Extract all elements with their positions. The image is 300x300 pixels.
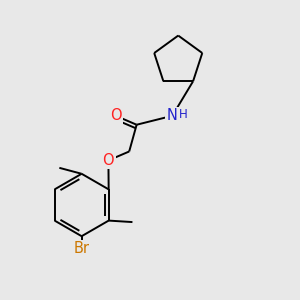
Text: N: N bbox=[167, 108, 178, 123]
Text: O: O bbox=[110, 108, 122, 123]
Text: Br: Br bbox=[74, 242, 90, 256]
Text: H: H bbox=[179, 108, 188, 122]
Text: O: O bbox=[103, 153, 114, 168]
